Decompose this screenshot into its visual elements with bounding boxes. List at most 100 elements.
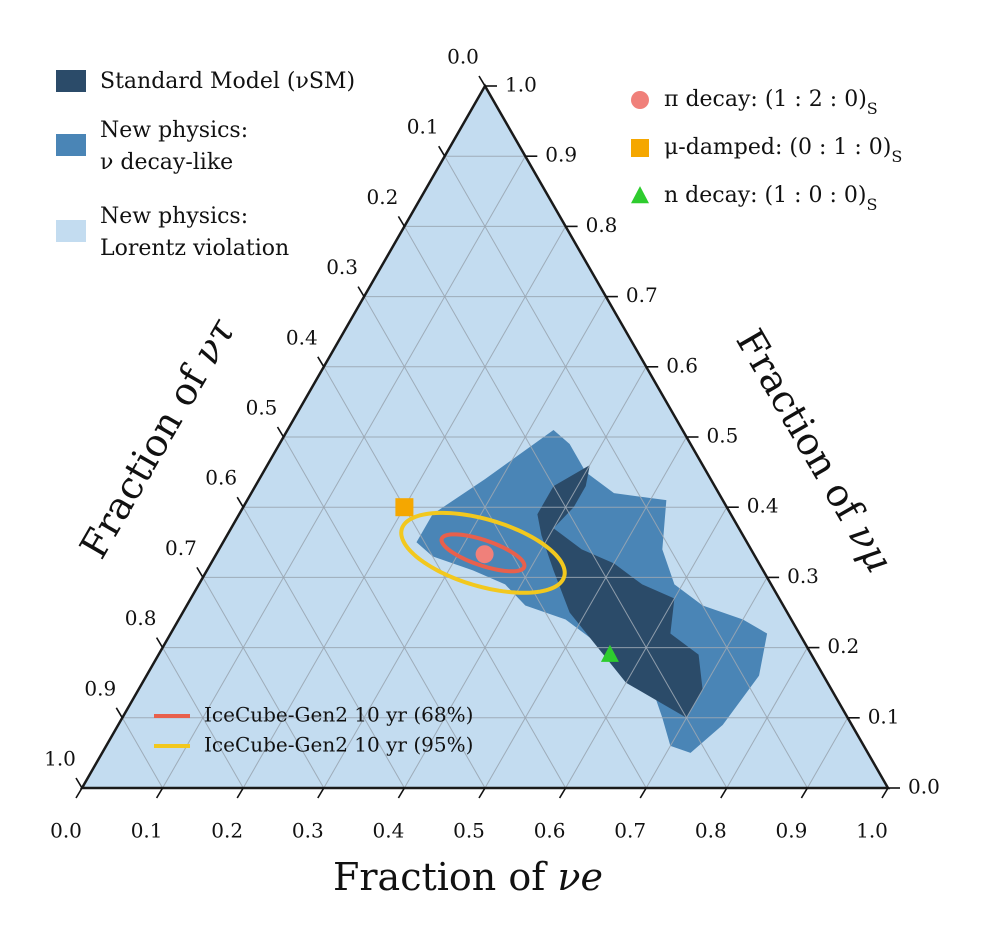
tick-label-right: 0.1 [868, 704, 900, 728]
legend-regions: Standard Model (νSM) New physics: ν decay-… [56, 69, 355, 261]
tick-label-left: 0.9 [84, 676, 116, 700]
tick-bottom [317, 787, 325, 799]
tick-label-bottom: 0.2 [211, 819, 243, 843]
grid-line [363, 296, 647, 789]
tick-label-left: 0.2 [366, 185, 398, 209]
grid-line [444, 155, 808, 789]
contour-95 [399, 510, 567, 595]
tick-label-right: 0.5 [707, 424, 739, 448]
tick-bottom [155, 787, 164, 799]
tick-label-bottom: 0.4 [372, 819, 404, 843]
tick-bottom [478, 787, 486, 799]
tick-label-bottom: 0.7 [614, 819, 646, 843]
grid-line [242, 506, 405, 789]
tick-bottom [75, 787, 83, 799]
legend-swatch-region [56, 220, 86, 242]
axis-title-bottom: Fraction of νe [333, 855, 603, 899]
tick-left [75, 777, 83, 789]
grid-line [162, 647, 244, 789]
tick-label-bottom: 0.6 [534, 819, 566, 843]
marker-triangle [600, 644, 619, 662]
legend-swatch-region [56, 134, 86, 156]
tick-left [397, 215, 406, 227]
legend-label-line: IceCube-Gen2 10 yr (68%) [204, 703, 473, 727]
tick-left [357, 286, 365, 298]
tick-bottom [236, 787, 244, 799]
legend-markers: π decay: (1 : 2 : 0)S μ-damped: (0 : 1 : … [631, 87, 902, 214]
tick-label-left: 0.4 [286, 325, 318, 349]
grid-line [806, 717, 849, 789]
tick-label-left: 0.6 [205, 466, 237, 490]
tick-left [115, 707, 123, 719]
tick-label-left: 0.7 [165, 536, 197, 560]
region-2 [537, 465, 703, 718]
tick-label-right: 0.8 [586, 213, 618, 237]
tick-left [196, 566, 204, 578]
tick-bottom [558, 787, 567, 799]
tick-label-right: 0.3 [787, 564, 819, 588]
legend-label-region: Standard Model (νSM) [100, 69, 355, 94]
legend-label-marker: π decay: (1 : 2 : 0)S [664, 87, 878, 118]
tick-label-bottom: 0.3 [292, 819, 324, 843]
tick-bottom [881, 787, 889, 799]
legend-label-region-line2: Lorentz violation [100, 236, 289, 261]
grid-line [323, 296, 607, 789]
legend-label-region-line2: ν decay-like [100, 150, 233, 175]
tick-label-left: 0.3 [326, 255, 358, 279]
markers-layer [395, 498, 619, 662]
grid-line [162, 155, 526, 789]
tick-label-bottom: 0.0 [50, 819, 82, 843]
tick-label-bottom: 1.0 [856, 819, 888, 843]
tick-label-left: 1.0 [44, 747, 76, 771]
legend-lines: IceCube-Gen2 10 yr (68%) IceCube-Gen2 10 … [154, 703, 473, 757]
tick-label-bottom: 0.8 [695, 819, 727, 843]
grid-line [565, 506, 728, 789]
marker-square [395, 498, 414, 517]
tick-label-bottom: 0.1 [131, 819, 163, 843]
legend-label-region-line1: New physics: [100, 118, 248, 143]
tick-label-left: 0.1 [407, 115, 439, 139]
tick-label-right: 0.6 [666, 353, 698, 377]
tick-label-right: 0.4 [747, 494, 779, 518]
ellipses-layer [399, 510, 567, 595]
tick-left [317, 356, 325, 368]
grid-line [484, 436, 687, 789]
tick-label-left: 0.5 [246, 396, 278, 420]
legend-label-marker: μ-damped: (0 : 1 : 0)S [664, 135, 902, 166]
ticks-layer: 0.0 0.0 0.0 0.1 0.1 0.1 0.2 0.2 0.2 0.3 0.3 0.3 0.4 0… [44, 45, 940, 843]
tick-label-bottom: 0.5 [453, 819, 485, 843]
grid-line [645, 577, 768, 789]
tick-label-bottom: 0.9 [775, 819, 807, 843]
tick-label-right: 1.0 [505, 73, 537, 97]
tick-left [276, 426, 285, 438]
legend-label-line: IceCube-Gen2 10 yr (95%) [204, 733, 473, 757]
grid-line [202, 577, 325, 789]
tick-label-right: 0.2 [827, 634, 859, 658]
tick-label-right: 0.9 [545, 143, 577, 167]
legend-marker-circle [631, 91, 649, 109]
legend-swatch-region [56, 70, 86, 92]
tick-label-right: 0.0 [908, 775, 940, 799]
contour-68 [439, 532, 527, 574]
tick-left [155, 637, 164, 649]
tick-left [438, 145, 446, 157]
tick-bottom [720, 787, 728, 799]
tick-bottom [639, 787, 647, 799]
marker-circle [475, 545, 494, 564]
legend-label-region-line1: New physics: [100, 204, 248, 229]
legend-label-marker: n decay: (1 : 0 : 0)S [664, 183, 877, 214]
tick-bottom [800, 787, 809, 799]
legend-marker-triangle [631, 186, 649, 204]
axis-title-left: Fraction of ντ [71, 310, 244, 565]
grid-line [283, 436, 486, 789]
axis-title-right: Fraction of νμ [728, 321, 902, 579]
tick-left [236, 496, 244, 508]
grid-layer [121, 155, 849, 789]
tick-left [478, 75, 486, 87]
legend-marker-square [631, 139, 649, 157]
grid-line [121, 717, 164, 789]
tick-label-left: 0.8 [125, 606, 157, 630]
tick-bottom [397, 787, 406, 799]
tick-label-left: 0.0 [447, 45, 479, 69]
grid-line [726, 647, 808, 789]
